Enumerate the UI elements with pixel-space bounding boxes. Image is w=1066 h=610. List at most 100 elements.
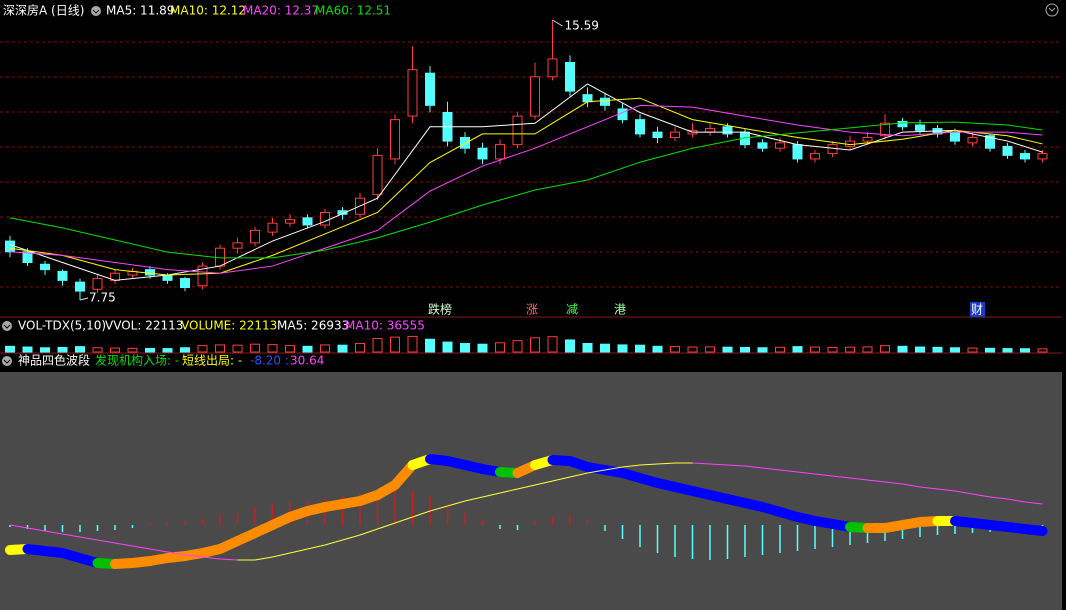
signal-segment (622, 464, 641, 468)
candle-body (267, 222, 278, 233)
legend-entry: VVOL: 22113 (105, 319, 183, 333)
candle-body (390, 119, 400, 160)
ma-line (9, 83, 1043, 281)
candle-body (722, 126, 733, 135)
volume-bar (617, 344, 628, 353)
volume-bar (827, 346, 838, 353)
signal-segment (744, 465, 763, 469)
volume-bar (862, 346, 873, 353)
volume-bar (932, 346, 943, 353)
signal-segment (1024, 501, 1043, 505)
signal-segment (202, 556, 221, 560)
volume-bar (110, 347, 120, 353)
legend-entry: MA10: 12.12 (170, 4, 246, 18)
signal-segment (132, 545, 151, 550)
signal-segment (114, 542, 133, 547)
volume-bar (145, 347, 155, 353)
indicator-label: -8.20 : (250, 354, 289, 368)
event-label[interactable]: 涨 (526, 302, 538, 317)
candle-body (285, 219, 295, 224)
candle-body (40, 263, 50, 271)
volume-bar (337, 344, 348, 353)
volume-bar (635, 344, 645, 353)
candle-body (915, 124, 925, 131)
volume-bar (722, 346, 733, 353)
signal-segment (482, 492, 501, 498)
label-pointer (552, 19, 563, 27)
signal-segment (377, 522, 396, 530)
signal-segment (902, 483, 921, 488)
event-label[interactable]: 减 (566, 303, 578, 317)
signal-segment (762, 467, 781, 471)
candle-body (1037, 153, 1048, 160)
candle-body (407, 69, 418, 117)
volume-bar (127, 347, 138, 353)
signal-segment (709, 463, 728, 466)
volume-bar (162, 348, 173, 353)
signal-segment (919, 486, 938, 490)
candle-body (635, 119, 645, 135)
signal-segment (324, 539, 343, 546)
collapse-icon[interactable] (1045, 3, 1059, 17)
signal-segment (412, 510, 431, 518)
candle-body (670, 131, 680, 138)
signal-segment (27, 527, 46, 532)
candle-body (810, 153, 820, 160)
candle-body (92, 278, 103, 290)
signal-segment (9, 524, 28, 529)
event-badge (970, 302, 985, 317)
signal-segment (657, 462, 676, 465)
volume-bar (600, 343, 610, 353)
toggle[interactable] (2, 321, 12, 331)
volume-bar (5, 345, 15, 353)
candle-body (547, 58, 558, 78)
volume-bar (1002, 348, 1013, 353)
candle-body (232, 242, 243, 249)
signal-segment (447, 500, 466, 507)
candle-body (792, 144, 803, 160)
candle-body (530, 76, 540, 117)
signal-segment (254, 556, 273, 561)
signal-segment (219, 558, 238, 561)
volume-bar (425, 338, 435, 353)
candle-body (862, 137, 873, 142)
candle-body (565, 62, 575, 92)
legend-entry: MA20: 12.37 (243, 4, 319, 18)
event-label[interactable]: 跌榜 (428, 302, 452, 317)
volume-bar (75, 346, 85, 353)
candle-body (827, 144, 838, 155)
label-pointer (79, 297, 89, 301)
signal-segment (289, 548, 308, 554)
signal-segment (587, 469, 606, 474)
toggle[interactable] (91, 6, 101, 16)
candle-body (425, 72, 435, 106)
volume-bar (1037, 348, 1048, 353)
signal-segment (149, 548, 168, 553)
candle-body (337, 210, 348, 215)
legend-entry: MA5: 26933 (277, 319, 349, 333)
signal-segment (272, 552, 291, 558)
candle-body (1020, 153, 1030, 160)
event-markers: 跌榜 涨 减 港 财 (428, 302, 985, 317)
signal-segment (692, 462, 711, 465)
volume-bar (250, 343, 260, 353)
signal-segment (534, 480, 553, 486)
low-label: 7.75 (89, 291, 116, 305)
candle-body (880, 122, 890, 137)
volume-bar (22, 346, 33, 353)
legend-entry: VOLUME: 22113 (181, 319, 277, 333)
volume-bar (407, 335, 418, 353)
event-label[interactable]: 港 (614, 303, 626, 317)
signal-segment (569, 472, 588, 478)
volume-bar (915, 346, 925, 353)
signal-segment (342, 534, 361, 541)
candle-body (757, 142, 768, 149)
candle-body (897, 120, 908, 128)
toggle[interactable] (2, 356, 12, 366)
signal-segment (779, 469, 798, 473)
candle-body (372, 154, 383, 196)
volume-bar (792, 346, 803, 353)
candle-body (967, 137, 978, 144)
candle-body (652, 131, 663, 138)
event-label[interactable]: 财 (971, 303, 983, 317)
